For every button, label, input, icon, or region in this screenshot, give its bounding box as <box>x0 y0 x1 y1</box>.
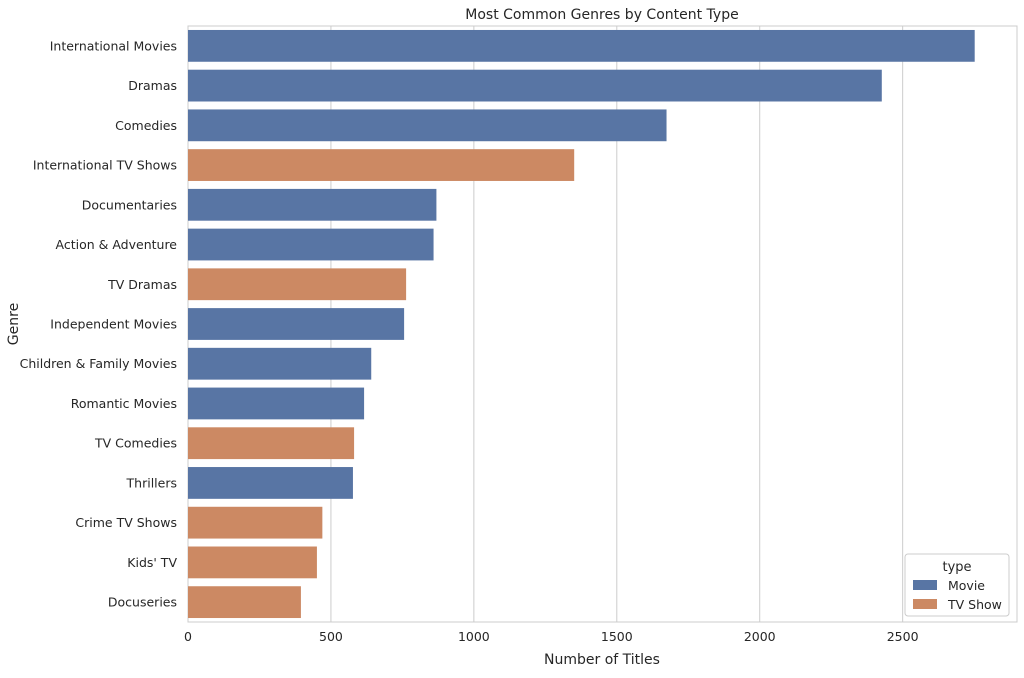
y-tick-label: Dramas <box>128 78 177 93</box>
x-tick-label: 2500 <box>887 629 919 644</box>
x-tick-label: 1000 <box>458 629 490 644</box>
x-tick-labels: 0 500 1000 1500 2000 2500 <box>184 629 919 644</box>
y-tick-labels: International Movies Dramas Comedies Intern… <box>20 38 178 609</box>
bar-dramas <box>188 69 882 102</box>
legend-swatch-movie <box>913 580 937 590</box>
y-tick-label: Independent Movies <box>50 317 177 332</box>
bar-tv-comedies <box>188 427 355 460</box>
y-tick-label: Comedies <box>115 118 177 133</box>
y-axis-label: Genre <box>6 303 22 345</box>
bar-thrillers <box>188 467 353 499</box>
x-tick-label: 2000 <box>744 629 776 644</box>
chart-title: Most Common Genres by Content Type <box>465 7 738 23</box>
legend-swatch-tv-show <box>913 599 937 609</box>
x-tick-label: 0 <box>184 629 192 644</box>
bar-romantic-movies <box>188 387 365 420</box>
bar-independent-movies <box>188 308 405 340</box>
legend-label-movie: Movie <box>948 578 985 593</box>
y-tick-label: International Movies <box>50 38 177 53</box>
x-tick-label: 1500 <box>601 629 633 644</box>
y-tick-label: Action & Adventure <box>56 237 178 252</box>
bar-crime-tv-shows <box>188 506 323 539</box>
bar-international-tv-shows <box>188 149 575 181</box>
legend: type Movie TV Show <box>904 553 1010 617</box>
bar-action-adventure <box>188 228 434 261</box>
bar-docuseries <box>188 586 301 619</box>
y-tick-label: Thrillers <box>126 475 177 490</box>
legend-label-tv-show: TV Show <box>947 597 1002 612</box>
bar-documentaries <box>188 188 437 221</box>
y-tick-label: TV Comedies <box>94 436 177 451</box>
x-tick-label: 500 <box>319 629 343 644</box>
x-axis-label: Number of Titles <box>544 652 660 668</box>
y-tick-label: Children & Family Movies <box>20 356 177 371</box>
y-tick-label: Docuseries <box>108 595 177 610</box>
legend-title: type <box>942 560 971 575</box>
y-tick-label: Documentaries <box>82 197 177 212</box>
bar-comedies <box>188 109 667 142</box>
y-tick-label: TV Dramas <box>107 277 177 292</box>
y-tick-label: Crime TV Shows <box>75 515 177 530</box>
bar-tv-dramas <box>188 268 407 301</box>
y-tick-label: Kids' TV <box>127 555 177 570</box>
bar-international-movies <box>188 29 975 62</box>
y-tick-label: Romantic Movies <box>71 396 177 411</box>
bar-children-family-movies <box>188 347 372 380</box>
bars <box>188 29 975 619</box>
bar-kids-tv <box>188 546 317 579</box>
y-tick-label: International TV Shows <box>33 158 177 173</box>
